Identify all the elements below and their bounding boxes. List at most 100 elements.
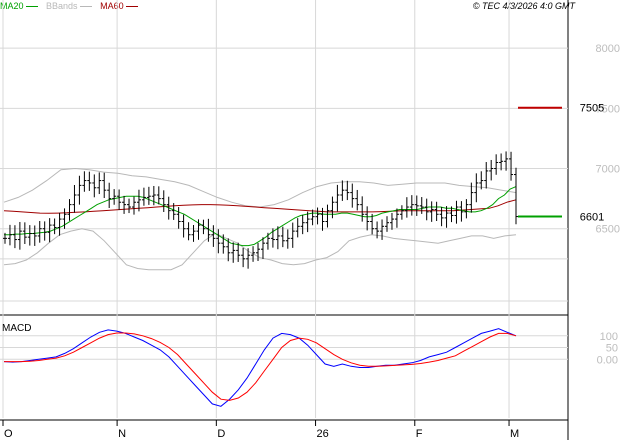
ohlc-bar [514,167,518,225]
ohlc-bar [102,172,107,199]
ohlc-bar [146,186,151,205]
ohlc-bar [265,232,270,250]
ohlc-bar [67,199,72,221]
ohlc-bar [280,226,285,248]
ohlc-bar [77,175,82,205]
x-tick-label: D [217,428,225,440]
ohlc-bar [166,196,171,220]
ohlc-bar [136,189,141,212]
ohlc-bar [92,174,97,198]
ma60-line [3,199,517,214]
ohlc-bar [325,204,330,228]
x-tick-label: 26 [317,428,329,440]
ohlc-bar [295,218,300,238]
ohlc-bar [201,219,206,235]
x-tick-label: F [416,428,423,440]
ohlc-bar [290,222,295,248]
ohlc-bar [186,222,191,241]
ohlc-bar [251,246,256,262]
ohlc-bar [72,185,77,213]
ohlc-bar [370,213,375,235]
x-tick-label: O [4,428,13,440]
ohlc-bar [161,190,166,212]
ohlc-bar [394,208,399,228]
ohlc-bar [260,237,265,259]
ohlc-bar [191,224,196,242]
ohlc-bar [112,189,117,205]
x-axis: O N D 26 F M [0,419,568,440]
macd-tick-label: 50 [606,343,618,355]
ohlc-bar [504,151,509,171]
ohlc-bar [47,218,52,243]
ohlc-bar [37,221,42,243]
ohlc-bar [256,242,261,261]
ohlc-bar [385,216,390,232]
ohlc-bar [231,242,236,263]
x-tick-label: N [118,428,126,440]
ohlc-bar [107,182,112,209]
ohlc-bar [464,199,469,219]
ohlc-bar [429,201,434,222]
ohlc-bar [206,218,211,242]
x-tick-label: M [510,428,519,440]
ohlc-bar [196,219,201,240]
ohlc-bar [181,214,186,238]
legend-bbands-swatch [79,6,92,8]
ohlc-bar [409,195,414,216]
ohlc-bar [434,201,439,222]
ohlc-bar [241,247,246,268]
ohlc-bar [141,187,146,206]
ohlc-bar [275,226,280,250]
ohlc-bar [82,171,87,192]
ohlc-bar [439,206,444,227]
price-tick-label: 6500 [596,224,620,236]
support-level-label: 6601 [580,212,604,224]
ohlc-bar [360,196,365,222]
macd-line [3,328,517,407]
legend-ma20-swatch [25,6,38,8]
ohlc-bar [300,214,305,235]
ohlc-bar [156,186,161,205]
ohlc-bar [131,196,136,215]
ohlc-bar [3,232,7,244]
ohlc-bar [216,229,221,254]
ohlc-bar [122,195,127,214]
ohlc-bar [494,154,499,175]
ohlc-bar [474,173,479,203]
ohlc-bar [127,198,132,214]
ohlc-bar [399,205,404,220]
ohlc-bar [62,208,67,229]
legend-ma20: MA20 [0,1,24,11]
ohlc-bar [32,225,37,246]
legend-bbands: BBands [46,1,78,11]
ohlc-bar [57,212,62,236]
ohlc-bar [52,218,57,235]
price-tick-label: 7000 [596,164,620,176]
ohlc-bar [310,209,315,226]
ohlc-bar [315,207,320,225]
ohlc-bar [151,185,156,206]
ohlc-bar [404,197,409,218]
ohlc-bar [226,238,231,262]
legend-ma60: MA60 [100,1,124,11]
ohlc-bar [345,180,350,201]
chart-legend: MA20 BBands MA60 [0,0,140,12]
ohlc-bar [246,248,251,269]
ohlc-bar [176,207,181,229]
ohlc-bar [12,225,17,249]
ohlc-bar [414,195,419,216]
ohlc-bar [171,203,176,220]
ohlc-bar [424,198,429,221]
legend-ma60-swatch [125,6,138,8]
bbands-upper-line [3,167,517,208]
ohlc-bar [270,228,275,248]
ma20-line [4,186,517,247]
ohlc-bar [97,172,102,195]
ohlc-bar [449,206,454,223]
ohlc-bar [305,211,310,233]
ohlc-bar [211,225,216,247]
ohlc-bar [459,201,464,222]
ohlc-bar [7,224,12,246]
